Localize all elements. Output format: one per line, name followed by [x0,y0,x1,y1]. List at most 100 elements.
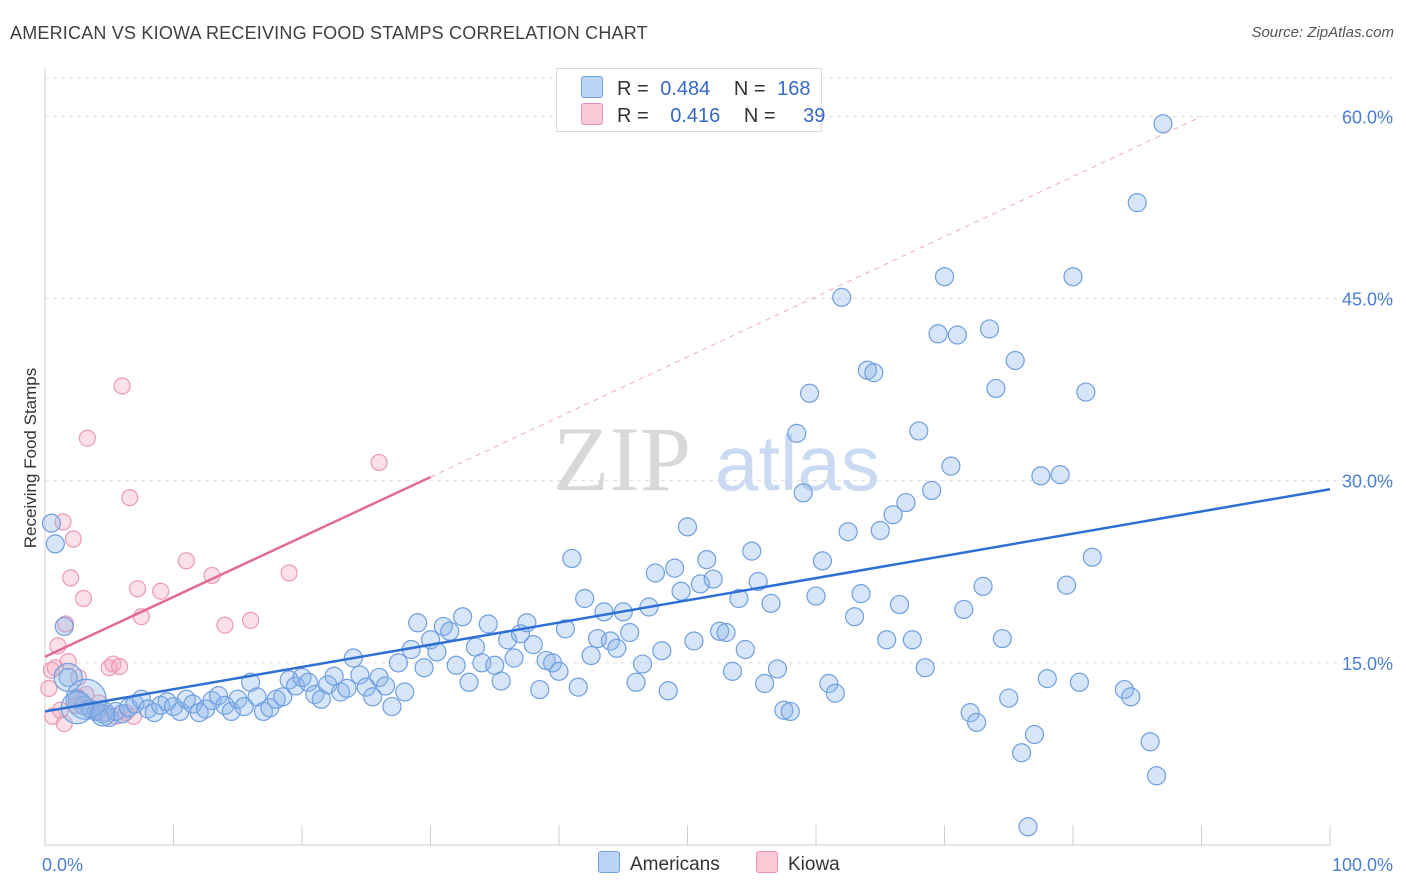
legend-row-kiowa: R = 0.416 N = 39 [581,103,825,128]
kiowa-point [121,489,139,507]
american-point [992,628,1012,649]
american-point [273,687,293,707]
american-point [934,267,955,287]
american-point [632,654,653,674]
american-point [375,676,396,696]
american-point [363,687,383,707]
trend-lines [44,115,1331,713]
american-point [600,631,621,651]
y-tick-label: 45.0% [1342,290,1393,310]
kiowa-swatch [581,103,603,125]
americans-swatch [598,851,620,873]
american-point [819,673,839,694]
american-point [549,661,569,681]
american-point [253,701,274,722]
kiowa-trend-extension [430,115,1202,478]
american-point [189,703,209,723]
american-points [41,114,1173,837]
american-point [877,630,897,650]
american-point [780,701,800,722]
american-point [459,672,479,692]
american-point [671,581,691,601]
americans-n-value: 168 [777,78,811,100]
kiowa-point [216,616,234,634]
american-point [838,522,858,542]
legend-r-label: R = [617,78,649,100]
american-point [652,641,672,661]
kiowa-point [280,564,298,582]
american-point [581,645,601,666]
kiowa-point [40,679,58,697]
kiowa-point [74,589,93,608]
american-point [1146,766,1167,786]
kiowa-point [370,453,388,472]
watermark-zip: ZIP [553,408,691,510]
american-point [1005,350,1025,371]
american-point [54,616,74,637]
americans-swatch [581,76,603,98]
american-point [594,602,614,622]
american-point [1018,817,1038,837]
watermark-atlas: atlas [715,419,880,507]
american-point [1121,687,1141,707]
american-point [754,673,775,694]
kiowa-point [110,657,129,676]
american-point [440,621,460,641]
bottom-legend-americans[interactable]: Americans [598,851,720,876]
american-point [735,639,755,660]
american-point [767,659,788,679]
legend-n-label: N = [743,105,776,127]
american-point [889,594,910,615]
american-point [1076,382,1096,402]
american-point [1011,743,1032,763]
american-point [337,678,357,698]
american-point [806,586,826,606]
american-point [1024,724,1045,745]
american-point [350,665,370,685]
american-point [453,607,473,627]
american-point [575,588,595,609]
americans-r-value: 0.484 [660,78,711,100]
american-point [864,363,884,383]
bottom-legend-kiowa[interactable]: Kiowa [756,851,840,876]
x-tick-label: 100.0% [1332,855,1393,875]
kiowa-point [78,429,97,447]
american-point [45,534,65,554]
kiowa-point [177,552,195,570]
american-point [1037,669,1057,689]
kiowa-n-value: 39 [803,105,826,127]
american-point [774,700,794,720]
american-point [793,483,813,503]
american-point [832,287,852,307]
american-point [915,658,935,678]
kiowa-point [152,582,170,600]
y-tick-label: 60.0% [1342,107,1393,127]
american-point [1056,575,1077,595]
american-point [645,563,665,583]
american-point [870,520,890,541]
american-point [658,681,678,701]
american-point [1114,679,1135,700]
y-axis-label: Receiving Food Stamps [21,368,40,548]
american-point [710,621,730,641]
american-point [382,696,402,717]
american-point [607,638,627,658]
american-point [665,558,685,578]
american-point [1069,672,1090,692]
american-point [1082,547,1102,567]
american-point [909,421,929,441]
american-point [947,325,967,345]
american-cluster-point [65,678,107,720]
american-point [491,671,511,691]
american-point [1153,114,1173,134]
kiowa-r-value: 0.416 [670,105,721,127]
american-point [41,513,62,533]
american-point [748,571,768,592]
american-point [973,576,993,596]
american-point [620,622,640,643]
american-point [787,423,807,443]
american-point [626,672,646,692]
kiowa-point [113,377,131,395]
american-point [530,679,550,700]
american-point [1140,732,1160,752]
